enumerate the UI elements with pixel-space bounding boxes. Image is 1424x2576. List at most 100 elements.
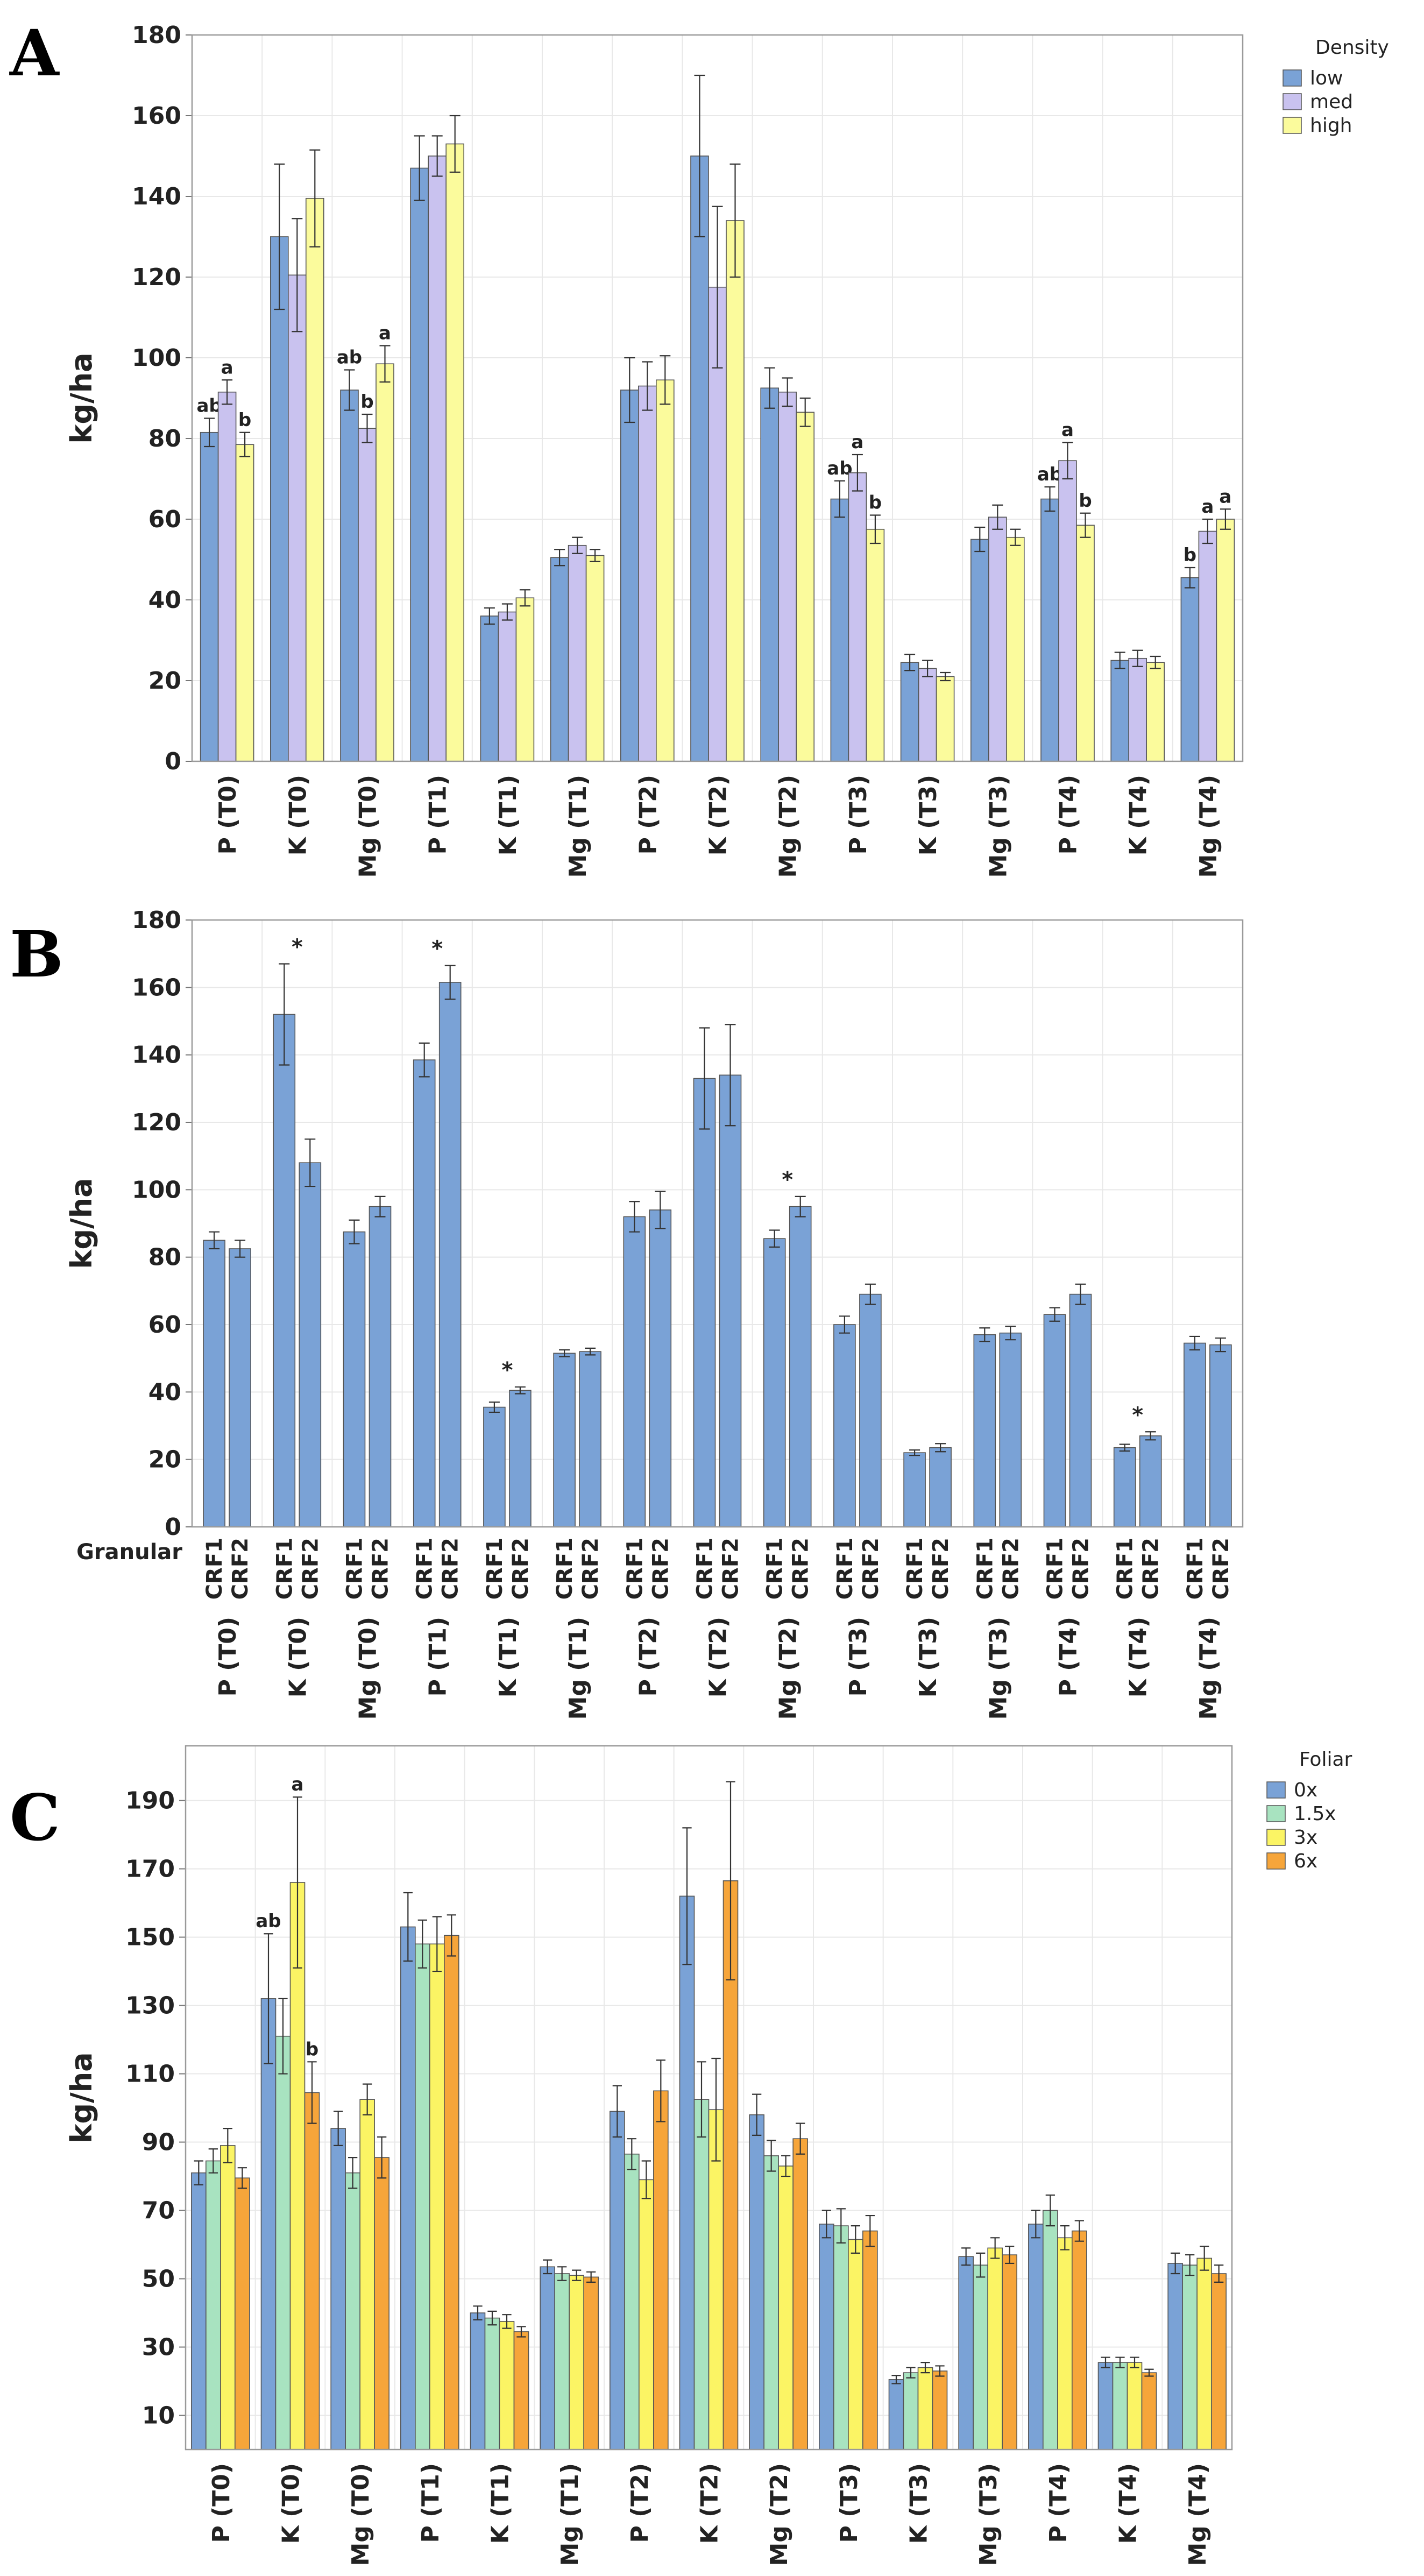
- bar-0x-p-t3: [819, 2224, 834, 2450]
- error-bar: [444, 965, 456, 1000]
- significance-asterisk: *: [1132, 1403, 1143, 1427]
- category-label-mg-t4: Mg (T4): [1195, 775, 1222, 877]
- significance-asterisk: *: [501, 1358, 513, 1383]
- bar-0x-mg-t3: [958, 2256, 974, 2450]
- category-label-k-t3: K (T3): [905, 2463, 933, 2544]
- y-tick-label: 80: [148, 1244, 181, 1271]
- subcategory-label: CRF2: [789, 1538, 813, 1600]
- bar-med-p-t4: [1058, 460, 1077, 762]
- error-bar: [990, 2237, 1000, 2259]
- bar-med-k-t3: [918, 668, 937, 762]
- error-bar: [501, 603, 513, 621]
- significance-letter: b: [869, 492, 882, 514]
- bar-crf2-p-t0: [229, 1248, 251, 1527]
- bar-low-mg-t2: [760, 387, 779, 762]
- category-label-k-t2: K (T2): [705, 775, 732, 855]
- error-bar: [519, 589, 530, 607]
- error-bar: [1220, 508, 1231, 530]
- category-label-p-t2: P (T2): [634, 1617, 662, 1696]
- bar-crf1-p-t1: [413, 1059, 436, 1527]
- error-bar: [349, 1219, 360, 1244]
- bar-med-mg-t3: [988, 516, 1007, 762]
- significance-letter: ab: [256, 1910, 281, 1932]
- bar-0x-k-t0: [260, 1998, 277, 2450]
- legend-label-low: low: [1310, 67, 1343, 89]
- error-bar: [852, 454, 863, 492]
- error-bar: [1184, 567, 1195, 589]
- y-axis-label: kg/ha: [65, 2052, 98, 2143]
- error-bar: [1060, 2225, 1069, 2251]
- error-bar: [194, 2160, 203, 2186]
- error-bar: [374, 1195, 386, 1218]
- significance-letter: a: [1061, 420, 1074, 441]
- subcategory-label: CRF1: [483, 1538, 507, 1600]
- significance-letter: a: [1219, 486, 1231, 507]
- error-bar: [764, 367, 775, 409]
- bar-1-5x-p-t1: [415, 1943, 430, 2450]
- error-bar: [278, 1998, 288, 2075]
- category-label-p-t0: P (T0): [214, 1617, 242, 1696]
- category-label-p-t4: P (T4): [1055, 1617, 1082, 1696]
- error-bar: [209, 1231, 220, 1250]
- subcategory-label: CRF2: [929, 1538, 953, 1600]
- significance-letter: b: [306, 2039, 318, 2060]
- bar-high-p-t1: [445, 143, 465, 762]
- error-bar: [752, 2093, 762, 2136]
- category-label-p-t4: P (T4): [1045, 2463, 1072, 2543]
- subcategory-label: CRF1: [343, 1538, 367, 1600]
- error-bar: [974, 526, 986, 553]
- error-bar: [1150, 655, 1161, 669]
- error-bar: [1185, 2254, 1195, 2276]
- subcategory-label: CRF2: [859, 1538, 883, 1600]
- significance-asterisk: *: [782, 1167, 793, 1192]
- error-bar: [304, 1138, 316, 1187]
- y-tick-label: 40: [148, 1378, 181, 1406]
- bar-1-5x-k-t3: [903, 2372, 919, 2450]
- bar-crf2-p-t3: [859, 1293, 882, 1527]
- subcategory-label: CRF2: [508, 1538, 533, 1600]
- bar-1-5x-k-t4: [1112, 2362, 1128, 2450]
- panel-letter-c: C: [10, 1780, 60, 1855]
- significance-letter: a: [379, 323, 391, 344]
- bar-high-k-t1: [515, 597, 535, 762]
- error-bar: [557, 2266, 567, 2281]
- bar-crf1-mg-t1: [553, 1353, 576, 1527]
- error-bar: [976, 2252, 986, 2278]
- y-tick-label: 100: [132, 344, 181, 372]
- legend-swatch-high: [1283, 117, 1302, 134]
- category-label-k-t2: K (T2): [705, 1617, 732, 1697]
- bar-high-k-t3: [936, 676, 955, 762]
- error-bar: [348, 2157, 358, 2189]
- error-bar: [767, 2140, 776, 2172]
- error-bar: [590, 549, 601, 562]
- y-tick-label: 120: [132, 1109, 181, 1136]
- y-tick-label: 110: [125, 2061, 175, 2088]
- bar-crf1-k-t2: [693, 1078, 716, 1527]
- category-label-mg-t1: Mg (T1): [564, 1617, 592, 1719]
- error-bar: [1101, 2356, 1110, 2368]
- bar-1-5x-p-t3: [833, 2225, 849, 2450]
- bar-high-mg-t3: [1006, 536, 1025, 762]
- bar-high-k-t4: [1146, 662, 1165, 762]
- y-tick-label: 0: [165, 748, 181, 775]
- error-bar: [274, 163, 285, 310]
- bar-low-k-t2: [690, 155, 709, 762]
- bar-crf2-mg-t2: [789, 1206, 812, 1527]
- significance-letter: b: [1079, 490, 1092, 512]
- error-bar: [377, 2136, 387, 2179]
- error-bar: [834, 480, 845, 518]
- error-bar: [586, 2271, 596, 2283]
- bar-med-p-t2: [638, 385, 657, 762]
- bar-crf2-mg-t3: [999, 1332, 1022, 1527]
- bar-3x-k-t1: [499, 2321, 515, 2450]
- bar-med-k-t4: [1128, 657, 1147, 762]
- category-label-p-t1: P (T1): [424, 775, 452, 854]
- significance-letter: b: [1184, 544, 1196, 566]
- error-bar: [656, 2060, 665, 2122]
- error-bar: [979, 1327, 990, 1342]
- category-label-k-t1: K (T1): [494, 775, 522, 855]
- bar-6x-mg-t2: [792, 2138, 808, 2450]
- error-bar: [1145, 1431, 1156, 1441]
- bar-3x-p-t2: [639, 2179, 654, 2450]
- legend-label-6x: 6x: [1294, 1850, 1317, 1872]
